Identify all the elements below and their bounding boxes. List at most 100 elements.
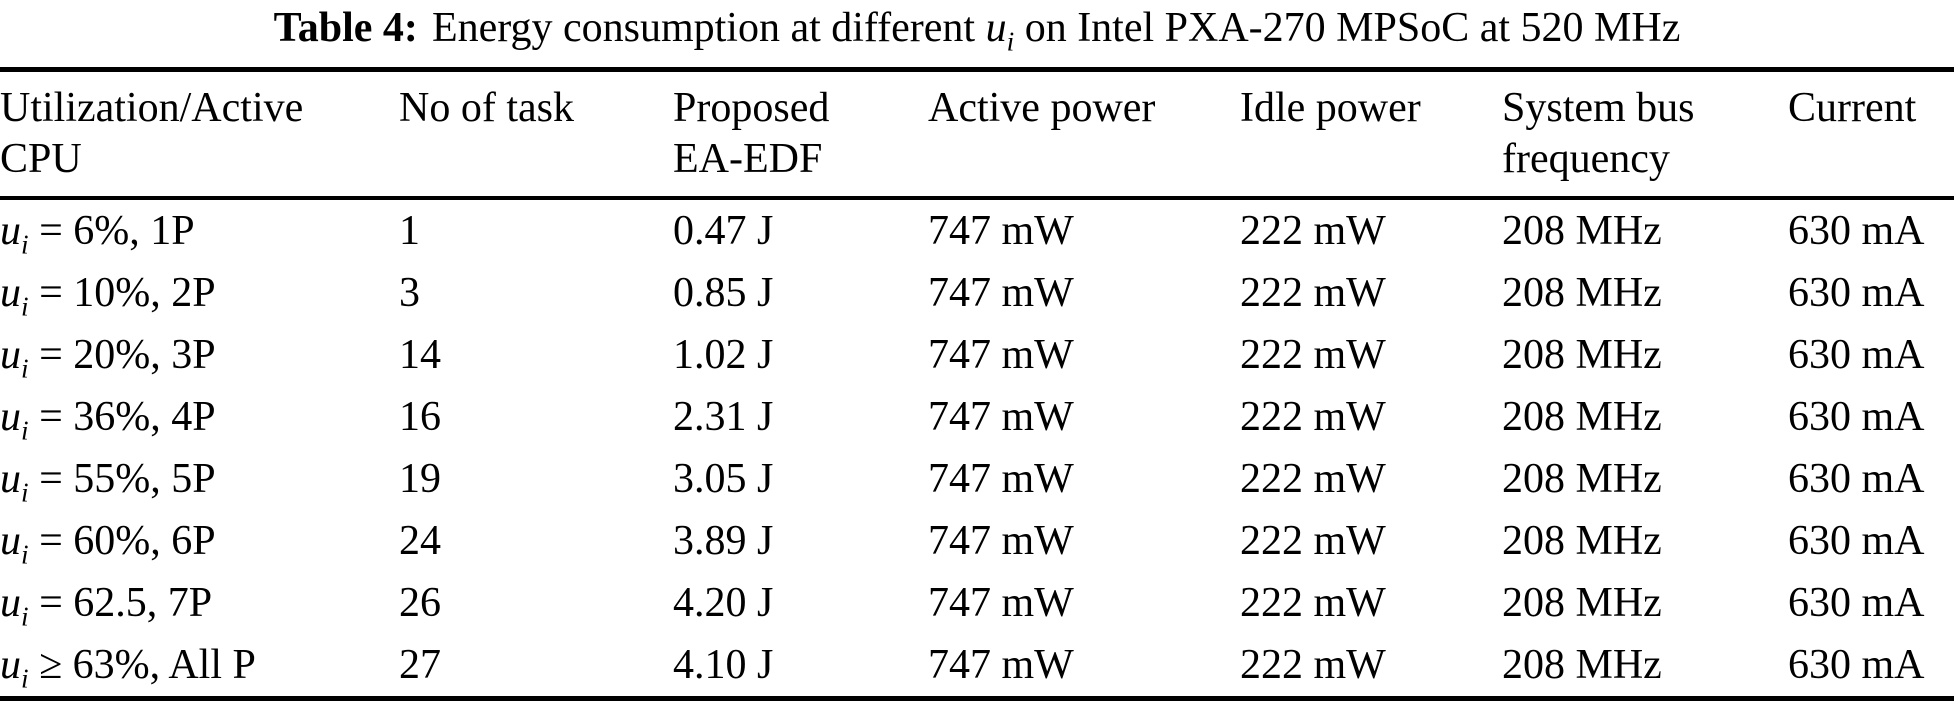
cell-current: 630 mA: [1788, 332, 1925, 378]
cell-utilization: ui = 6%, 1P: [0, 198, 399, 262]
utilization-math-sub: i: [21, 353, 29, 384]
cell-energy-ea-edf: 2.31 J: [673, 394, 774, 440]
cell-energy-ea-edf: 0.47 J: [673, 208, 774, 254]
col-header-bus-frequency: System bus frequency: [1502, 85, 1695, 182]
utilization-math-sub: i: [21, 663, 29, 694]
cell-utilization: ui = 10%, 2P: [0, 262, 399, 324]
cell-idle-power: 222 mW: [1240, 208, 1386, 254]
utilization-math-var: u: [0, 208, 21, 254]
table-row: ui = 36%, 4P 16 2.31 J 747 mW 222 mW 208…: [0, 386, 1954, 448]
cell-no-of-task: 26: [399, 580, 441, 626]
utilization-math-sub: i: [21, 477, 29, 508]
utilization-math-var: u: [0, 642, 21, 688]
cell-active-power: 747 mW: [928, 208, 1074, 254]
cell-utilization: ui = 55%, 5P: [0, 448, 399, 510]
cell-utilization: ui = 36%, 4P: [0, 386, 399, 448]
utilization-text: ≥ 63%, All P: [28, 642, 256, 688]
table-row: ui = 20%, 3P 14 1.02 J 747 mW 222 mW 208…: [0, 324, 1954, 386]
cell-bus-frequency: 208 MHz: [1502, 332, 1662, 378]
cell-idle-power: 222 mW: [1240, 580, 1386, 626]
utilization-text: = 60%, 6P: [28, 518, 216, 564]
cell-active-power: 747 mW: [928, 518, 1074, 564]
title-math-sub: i: [1006, 26, 1015, 57]
cell-no-of-task: 14: [399, 332, 441, 378]
table-row: ui ≥ 63%, All P 27 4.10 J 747 mW 222 mW …: [0, 634, 1954, 699]
cell-current: 630 mA: [1788, 456, 1925, 502]
cell-bus-frequency: 208 MHz: [1502, 208, 1662, 254]
utilization-text: = 10%, 2P: [28, 270, 216, 316]
title-math-var: u: [985, 5, 1007, 51]
table-caption: Table 4: Energy consumption at different …: [0, 0, 1954, 57]
utilization-text: = 55%, 5P: [28, 456, 216, 502]
cell-no-of-task: 27: [399, 642, 441, 688]
cell-energy-ea-edf: 0.85 J: [673, 270, 774, 316]
cell-no-of-task: 24: [399, 518, 441, 564]
cell-utilization: ui = 62.5, 7P: [0, 572, 399, 634]
utilization-text: = 20%, 3P: [28, 332, 216, 378]
table-body: ui = 6%, 1P 1 0.47 J 747 mW 222 mW 208 M…: [0, 198, 1954, 699]
cell-bus-frequency: 208 MHz: [1502, 580, 1662, 626]
utilization-math-var: u: [0, 270, 21, 316]
cell-active-power: 747 mW: [928, 642, 1074, 688]
cell-active-power: 747 mW: [928, 456, 1074, 502]
cell-active-power: 747 mW: [928, 270, 1074, 316]
cell-bus-frequency: 208 MHz: [1502, 394, 1662, 440]
table-row: ui = 10%, 2P 3 0.85 J 747 mW 222 mW 208 …: [0, 262, 1954, 324]
cell-current: 630 mA: [1788, 270, 1925, 316]
col-header-utilization: Utilization/Active CPU: [0, 85, 304, 182]
cell-bus-frequency: 208 MHz: [1502, 642, 1662, 688]
cell-current: 630 mA: [1788, 642, 1925, 688]
cell-current: 630 mA: [1788, 580, 1925, 626]
utilization-text: = 36%, 4P: [28, 394, 216, 440]
table-row: ui = 62.5, 7P 26 4.20 J 747 mW 222 mW 20…: [0, 572, 1954, 634]
cell-no-of-task: 16: [399, 394, 441, 440]
cell-energy-ea-edf: 1.02 J: [673, 332, 774, 378]
utilization-math-var: u: [0, 580, 21, 626]
table-row: ui = 60%, 6P 24 3.89 J 747 mW 222 mW 208…: [0, 510, 1954, 572]
cell-utilization: ui = 60%, 6P: [0, 510, 399, 572]
cell-bus-frequency: 208 MHz: [1502, 456, 1662, 502]
cell-bus-frequency: 208 MHz: [1502, 270, 1662, 316]
col-header-current: Current: [1788, 85, 1917, 131]
cell-idle-power: 222 mW: [1240, 394, 1386, 440]
cell-idle-power: 222 mW: [1240, 270, 1386, 316]
table-caption-text-before: Energy consumption at different: [431, 5, 986, 51]
col-header-idle-power: Idle power: [1240, 85, 1421, 131]
table-caption-text-after: on Intel PXA-270 MPSoC at 520 MHz: [1014, 5, 1681, 51]
cell-bus-frequency: 208 MHz: [1502, 518, 1662, 564]
cell-no-of-task: 19: [399, 456, 441, 502]
col-header-proposed-ea-edf: Proposed EA-EDF: [673, 85, 830, 182]
cell-active-power: 747 mW: [928, 394, 1074, 440]
table-header: Utilization/Active CPU No of task Propose…: [0, 70, 1954, 198]
cell-energy-ea-edf: 4.10 J: [673, 642, 774, 688]
col-header-no-of-task: No of task: [399, 85, 574, 131]
cell-energy-ea-edf: 4.20 J: [673, 580, 774, 626]
cell-energy-ea-edf: 3.05 J: [673, 456, 774, 502]
cell-idle-power: 222 mW: [1240, 518, 1386, 564]
header-row: Utilization/Active CPU No of task Propose…: [0, 70, 1954, 198]
cell-active-power: 747 mW: [928, 332, 1074, 378]
utilization-math-sub: i: [21, 601, 29, 632]
utilization-math-sub: i: [21, 539, 29, 570]
cell-no-of-task: 1: [399, 208, 420, 254]
cell-utilization: ui ≥ 63%, All P: [0, 634, 399, 699]
utilization-math-var: u: [0, 394, 21, 440]
utilization-text: = 62.5, 7P: [28, 580, 213, 626]
cell-current: 630 mA: [1788, 394, 1925, 440]
table-caption-label: Table 4:: [273, 5, 418, 51]
utilization-math-var: u: [0, 518, 21, 564]
col-header-active-power: Active power: [928, 85, 1156, 131]
cell-utilization: ui = 20%, 3P: [0, 324, 399, 386]
utilization-math-var: u: [0, 456, 21, 502]
cell-no-of-task: 3: [399, 270, 420, 316]
utilization-text: = 6%, 1P: [28, 208, 195, 254]
cell-idle-power: 222 mW: [1240, 642, 1386, 688]
utilization-math-sub: i: [21, 291, 29, 322]
cell-idle-power: 222 mW: [1240, 456, 1386, 502]
utilization-math-sub: i: [21, 229, 29, 260]
utilization-math-sub: i: [21, 415, 29, 446]
cell-energy-ea-edf: 3.89 J: [673, 518, 774, 564]
cell-idle-power: 222 mW: [1240, 332, 1386, 378]
cell-current: 630 mA: [1788, 208, 1925, 254]
table-row: ui = 55%, 5P 19 3.05 J 747 mW 222 mW 208…: [0, 448, 1954, 510]
